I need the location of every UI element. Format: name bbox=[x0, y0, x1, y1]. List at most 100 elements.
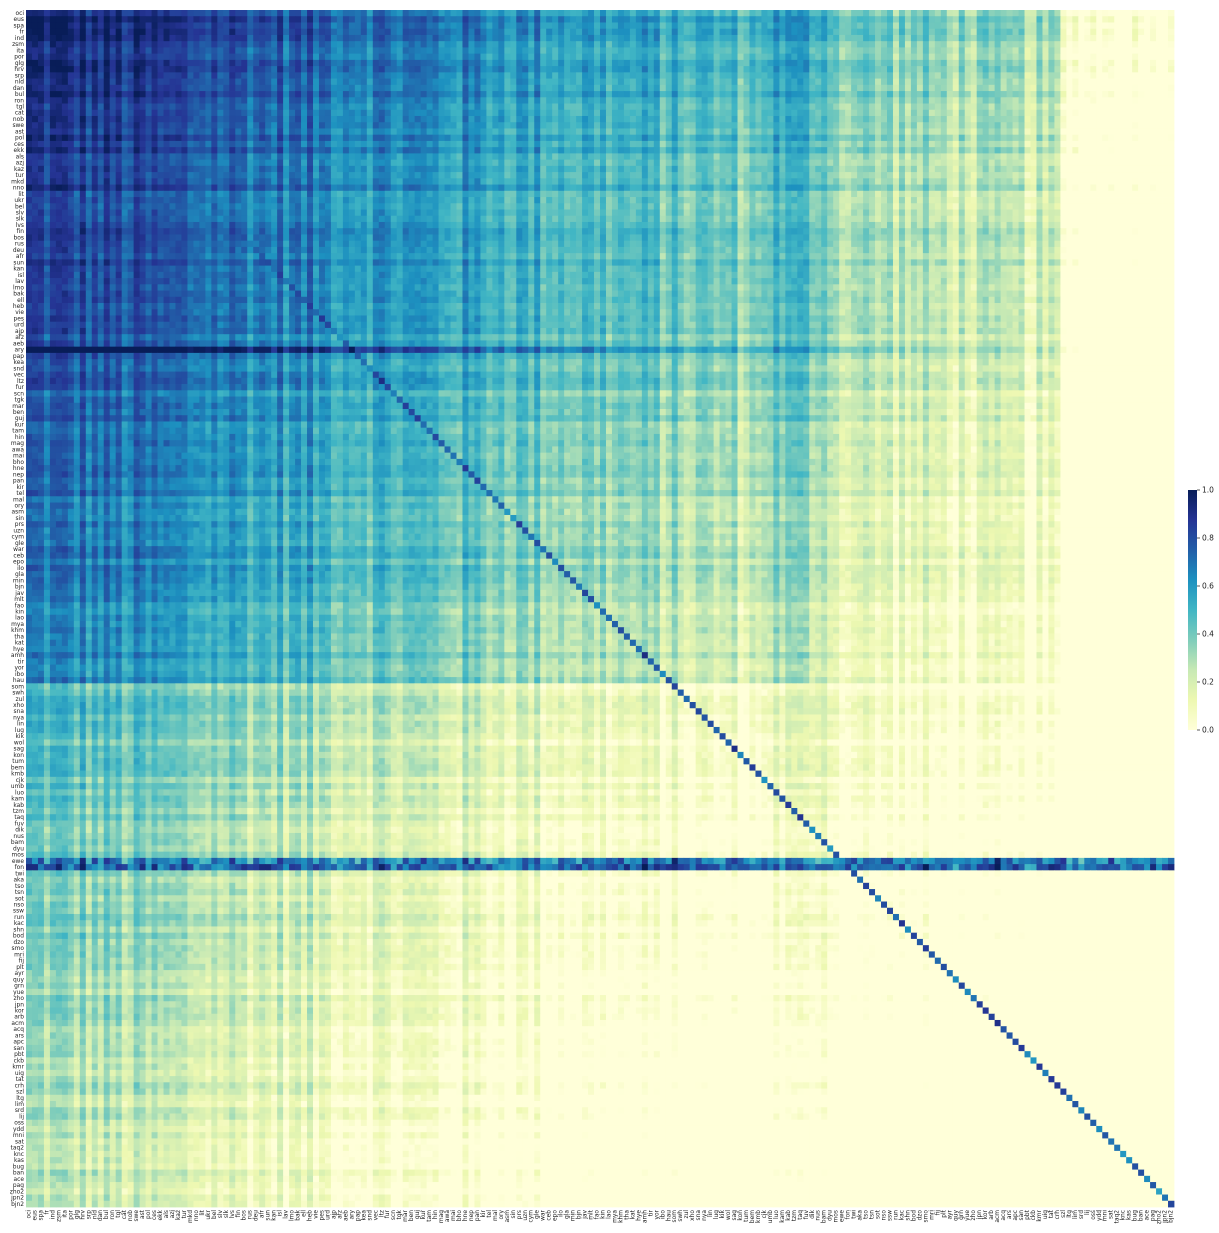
heatmap-cell bbox=[486, 16, 493, 23]
heatmap-cell bbox=[468, 153, 475, 161]
heatmap-cell bbox=[887, 66, 894, 73]
heatmap-cell bbox=[103, 66, 111, 73]
heatmap-cell bbox=[1066, 16, 1073, 23]
heatmap-cells bbox=[26, 10, 1175, 1208]
heatmap-cell bbox=[169, 103, 176, 111]
heatmap-cell bbox=[241, 103, 248, 111]
heatmap-cell bbox=[241, 134, 248, 142]
heatmap-cell bbox=[504, 153, 511, 161]
heatmap-cell bbox=[749, 47, 756, 55]
heatmap-cell bbox=[49, 140, 57, 148]
heatmap-cell bbox=[749, 115, 756, 123]
heatmap-cell bbox=[594, 16, 601, 23]
heatmap-cell bbox=[689, 91, 697, 98]
heatmap-cell bbox=[534, 115, 541, 123]
heatmap-cell bbox=[265, 41, 272, 48]
heatmap-cell bbox=[743, 115, 750, 123]
heatmap-cell bbox=[1066, 122, 1073, 129]
heatmap-cell bbox=[976, 165, 984, 173]
heatmap-cell bbox=[414, 109, 422, 117]
heatmap-cell bbox=[1120, 10, 1127, 17]
heatmap-cell bbox=[1102, 128, 1109, 136]
heatmap-cell bbox=[265, 91, 272, 98]
heatmap-cell bbox=[283, 53, 290, 61]
heatmap-cell bbox=[1150, 53, 1157, 61]
heatmap-cell bbox=[617, 84, 625, 92]
heatmap-cell bbox=[420, 122, 428, 129]
heatmap-cell bbox=[408, 91, 416, 98]
heatmap-cell bbox=[61, 147, 69, 154]
heatmap-cell bbox=[121, 159, 129, 167]
heatmap-cell bbox=[540, 53, 547, 61]
heatmap-cell bbox=[671, 41, 679, 48]
heatmap-cell bbox=[689, 41, 697, 48]
heatmap-cell bbox=[61, 134, 69, 142]
heatmap-cell bbox=[289, 66, 296, 73]
heatmap-cell bbox=[498, 97, 505, 104]
heatmap-cell bbox=[324, 165, 332, 173]
heatmap-cell bbox=[37, 16, 45, 23]
heatmap-cell bbox=[869, 72, 876, 79]
heatmap-cell bbox=[647, 159, 655, 167]
heatmap-cell bbox=[498, 140, 505, 148]
heatmap-cell bbox=[127, 91, 135, 98]
heatmap-cell bbox=[133, 59, 141, 67]
heatmap-cell bbox=[958, 28, 966, 36]
heatmap-cell bbox=[73, 28, 81, 36]
heatmap-cell bbox=[277, 47, 284, 55]
heatmap-cell bbox=[1042, 109, 1049, 117]
heatmap-cell bbox=[498, 122, 505, 129]
heatmap-cell bbox=[617, 153, 625, 161]
heatmap-cell bbox=[1048, 97, 1055, 104]
heatmap-cell bbox=[378, 134, 386, 142]
heatmap-cell bbox=[881, 103, 888, 111]
heatmap-cell bbox=[528, 53, 535, 61]
heatmap-cell bbox=[629, 53, 637, 61]
heatmap-cell bbox=[265, 153, 272, 161]
heatmap-cell bbox=[713, 134, 720, 142]
heatmap-cell bbox=[582, 41, 589, 48]
heatmap-cell bbox=[988, 72, 996, 79]
heatmap-cell bbox=[420, 84, 428, 92]
heatmap-cell bbox=[348, 147, 356, 154]
heatmap-cell bbox=[366, 122, 374, 129]
heatmap-cell bbox=[1072, 165, 1079, 173]
heatmap-cell bbox=[193, 128, 200, 136]
heatmap-cell bbox=[1132, 134, 1139, 142]
heatmap-cell bbox=[504, 41, 511, 48]
heatmap-cell bbox=[516, 147, 523, 154]
heatmap-cell bbox=[713, 53, 720, 61]
heatmap-cell bbox=[1072, 28, 1079, 36]
heatmap-cell bbox=[67, 122, 75, 129]
heatmap-cell bbox=[289, 134, 296, 142]
heatmap-cell bbox=[952, 53, 960, 61]
heatmap-cell bbox=[354, 165, 362, 173]
heatmap-cell bbox=[588, 91, 595, 98]
heatmap-cell bbox=[342, 47, 350, 55]
heatmap-cell bbox=[283, 16, 290, 23]
heatmap-cell bbox=[582, 91, 589, 98]
heatmap-cell bbox=[522, 84, 529, 92]
heatmap-cell bbox=[546, 134, 553, 142]
heatmap-cell bbox=[928, 10, 936, 17]
heatmap-cell bbox=[43, 47, 51, 55]
heatmap-cell bbox=[605, 109, 613, 117]
heatmap-cell bbox=[223, 153, 230, 161]
heatmap-cell bbox=[653, 84, 661, 92]
heatmap-cell bbox=[444, 59, 451, 67]
heatmap-cell bbox=[767, 41, 774, 48]
heatmap-cell bbox=[611, 41, 619, 48]
heatmap-cell bbox=[133, 34, 141, 42]
heatmap-cell bbox=[211, 103, 218, 111]
heatmap-cell bbox=[928, 16, 936, 23]
heatmap-cell bbox=[1120, 159, 1127, 167]
heatmap-cell bbox=[211, 109, 218, 117]
heatmap-cell bbox=[785, 59, 792, 67]
heatmap-cell bbox=[492, 72, 499, 79]
heatmap-cell bbox=[295, 84, 302, 92]
heatmap-cell bbox=[1066, 78, 1073, 86]
heatmap-cell bbox=[26, 28, 33, 36]
heatmap-cell bbox=[946, 28, 954, 36]
heatmap-cell bbox=[605, 41, 613, 48]
heatmap-cell bbox=[827, 153, 834, 161]
